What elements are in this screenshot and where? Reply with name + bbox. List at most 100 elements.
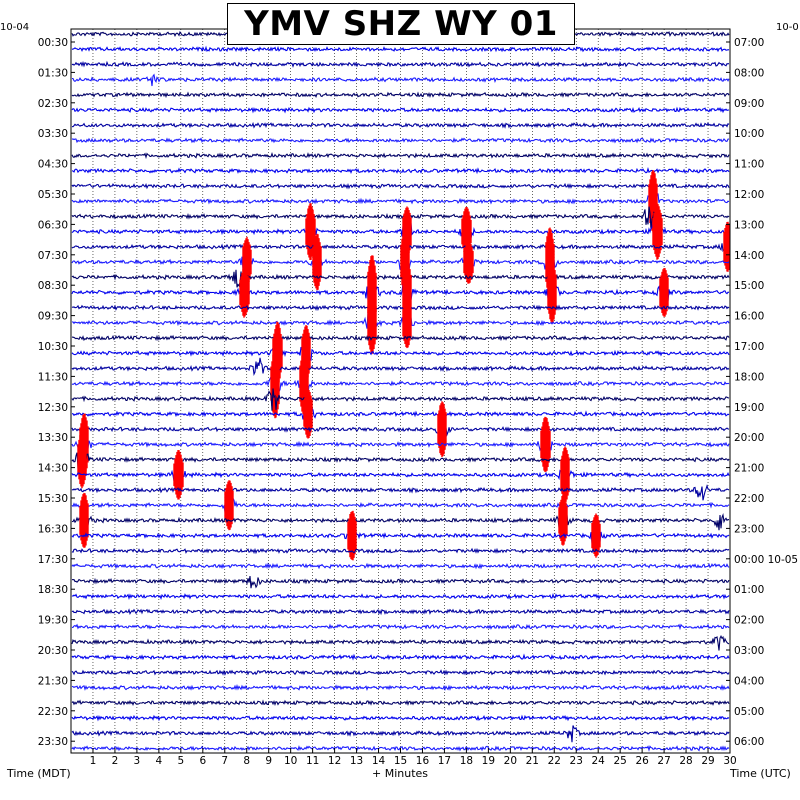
right-time-label: 11:00	[734, 159, 764, 171]
left-time-label: 15:30	[38, 493, 68, 505]
right-time-label: 19:00	[734, 402, 764, 414]
seismic-trace	[71, 714, 730, 722]
seismic-trace	[71, 167, 730, 175]
right-time-label: 08:00	[734, 67, 764, 79]
left-time-label: 08:30	[38, 280, 68, 292]
x-tick-label: 21	[526, 755, 539, 767]
x-tick-label: 28	[679, 755, 692, 767]
left-time-label: 00:30	[38, 37, 68, 49]
seismic-trace	[71, 269, 730, 288]
x-tick-label: 23	[570, 755, 583, 767]
right-time-label: 22:00	[734, 493, 764, 505]
x-tick-label: 22	[548, 755, 561, 767]
x-tick-label: 5	[177, 755, 184, 767]
x-tick-label: 18	[460, 755, 473, 767]
seismic-trace	[71, 608, 730, 616]
right-time-label: 13:00	[734, 219, 764, 231]
right-time-label: 17:00	[734, 341, 764, 353]
seismic-trace	[71, 523, 730, 548]
x-tick-label: 4	[156, 755, 163, 767]
left-time-label: 16:30	[38, 523, 68, 535]
left-time-label: 03:30	[38, 128, 68, 140]
left-time-label: 19:30	[38, 615, 68, 627]
seismic-trace	[71, 272, 730, 316]
x-tick-label: 30	[723, 755, 736, 767]
seismic-trace	[71, 60, 730, 68]
left-time-label: 04:30	[38, 159, 68, 171]
right-time-label: 15:00	[734, 280, 764, 292]
right-axis-label: Time (UTC)	[730, 767, 791, 780]
left-time-label: 12:30	[38, 402, 68, 414]
seismic-trace	[71, 623, 730, 631]
left-time-label: 21:30	[38, 675, 68, 687]
x-tick-label: 19	[482, 755, 495, 767]
seismic-trace	[71, 428, 730, 457]
x-tick-label: 17	[438, 755, 451, 767]
x-tick-label: 27	[657, 755, 670, 767]
trace-group	[71, 30, 730, 752]
left-time-label: 14:30	[38, 463, 68, 475]
left-time-label: 07:30	[38, 250, 68, 262]
right-time-label: 06:00	[734, 736, 764, 748]
seismic-trace	[71, 388, 730, 411]
seismic-trace	[71, 725, 730, 743]
right-time-label: 07:00	[734, 37, 764, 49]
left-time-label: 13:30	[38, 432, 68, 444]
seismic-trace	[71, 338, 730, 370]
seismic-trace	[71, 91, 730, 99]
right-time-label: 10:00	[734, 128, 764, 140]
seismic-trace	[71, 684, 730, 692]
left-time-label: 01:30	[38, 67, 68, 79]
seismic-trace	[71, 484, 730, 501]
right-time-label: 18:00	[734, 371, 764, 383]
seismic-trace	[71, 403, 730, 427]
left-time-label: 05:30	[38, 189, 68, 201]
x-tick-label: 15	[394, 755, 407, 767]
seismic-trace	[71, 151, 730, 160]
seismic-trace	[71, 334, 730, 342]
x-tick-label: 7	[221, 755, 228, 767]
right-time-label: 00:00 10-05	[734, 554, 798, 566]
right-time-label: 04:00	[734, 675, 764, 687]
x-tick-label: 14	[372, 755, 386, 767]
seismic-trace	[71, 121, 730, 129]
x-tick-label: 11	[306, 755, 319, 767]
x-tick-label: 13	[350, 755, 363, 767]
seismic-trace	[71, 634, 730, 651]
seismic-trace	[71, 182, 730, 220]
x-tick-label: 20	[504, 755, 517, 767]
label-group: 1 2 3 4 5 6 7 8 9 10 11 12 13 14 15 16 17 18 19 20 21 22 23 24 2…	[38, 37, 798, 767]
seismic-trace	[71, 547, 730, 555]
left-time-label: 09:30	[38, 311, 68, 323]
x-tick-label: 29	[701, 755, 714, 767]
seismic-trace	[71, 505, 730, 537]
x-tick-label: 16	[416, 755, 430, 767]
seismic-trace	[71, 106, 730, 114]
seismic-trace	[71, 745, 730, 752]
x-tick-label: 8	[243, 755, 250, 767]
seismic-trace	[71, 368, 730, 400]
x-tick-label: 12	[328, 755, 341, 767]
seismic-trace	[71, 137, 730, 144]
right-time-label: 16:00	[734, 311, 764, 323]
seismic-trace	[71, 425, 730, 446]
x-tick-label: 10	[284, 755, 297, 767]
right-time-label: 01:00	[734, 584, 764, 596]
left-time-label: 02:30	[38, 98, 68, 110]
seismic-trace	[71, 496, 730, 516]
x-tick-label: 9	[265, 755, 272, 767]
chart-title: YMV SHZ WY 01	[227, 3, 575, 45]
seismic-trace	[71, 45, 730, 53]
seismic-trace	[71, 216, 730, 246]
right-time-label: 02:00	[734, 615, 764, 627]
x-axis-label: + Minutes	[372, 767, 429, 780]
right-time-label: 12:00	[734, 189, 764, 201]
seismic-trace	[71, 576, 730, 589]
x-tick-label: 1	[90, 755, 97, 767]
seismic-trace	[71, 562, 730, 570]
left-time-label: 06:30	[38, 219, 68, 231]
left-date-label: 10-04	[0, 22, 30, 33]
seismic-trace	[71, 304, 730, 312]
left-time-label: 23:30	[38, 736, 68, 748]
